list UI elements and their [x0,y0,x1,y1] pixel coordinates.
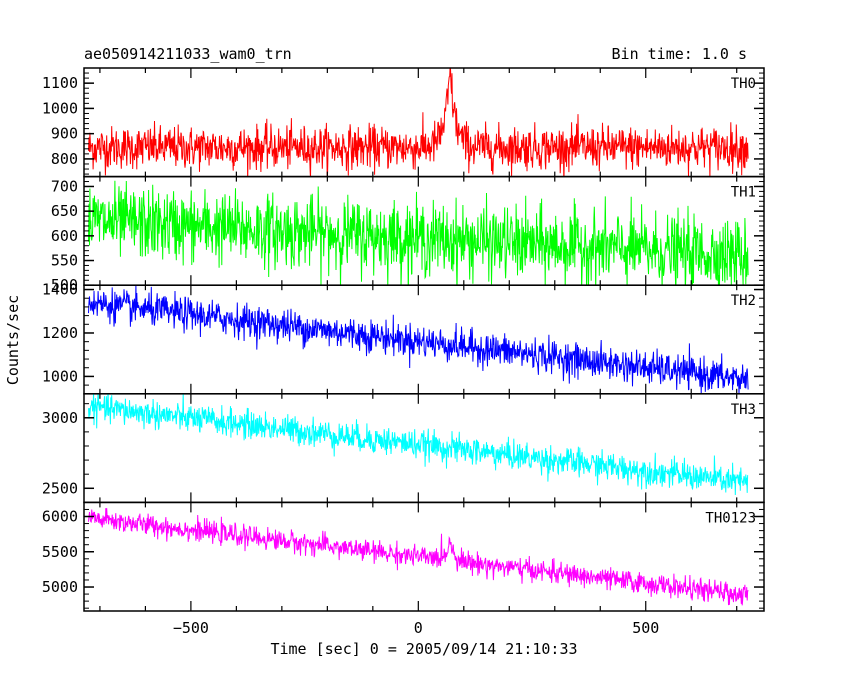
y-tick-label: 2500 [42,479,78,497]
y-tick-label: 600 [51,227,78,245]
y-tick-label: 1000 [42,99,78,117]
y-tick-label: 1200 [42,324,78,342]
y-tick-label: 3000 [42,409,78,427]
panel-th1: 500 550 600 650 700 TH1 [51,175,765,294]
y-tick-label: 1100 [42,74,78,92]
chart-title: ae050914211033_wam0_trn [84,45,292,63]
y-tick-label: 500 [51,276,78,294]
y-tick-label: 800 [51,150,78,168]
series-line-th1 [88,180,749,286]
x-tick-label: 500 [632,619,659,637]
panel-frame [83,501,765,612]
panel-th2: 1000 1200 1400 TH2 [42,281,765,395]
panel-label: TH0123 [705,510,756,526]
bin-time-label: Bin time: 1.0 s [612,45,747,63]
series-line-th0123 [88,508,749,606]
panel-th0123: 5000 5500 6000 TH0123 [42,501,765,612]
panel-th0: 800 900 1000 1100 TH0 [42,67,765,178]
y-tick-label: 900 [51,125,78,143]
y-tick-label: 5000 [42,578,78,596]
x-tick-label: −500 [173,619,209,637]
x-tick-label: 0 [414,619,423,637]
y-tick-label: 1400 [42,281,78,299]
series-line-th2 [88,285,749,394]
y-tick-label: 5500 [42,543,78,561]
y-tick-label: 550 [51,252,78,270]
y-tick-label: 700 [51,177,78,195]
series-line-th0 [88,68,749,177]
y-axis-title: Counts/sec [4,295,22,385]
panel-label: TH2 [731,293,756,309]
y-tick-label: 650 [51,202,78,220]
panel-th3: 2500 3000 TH3 [42,393,765,504]
y-tick-label: 1000 [42,367,78,385]
x-axis-title: Time [sec] 0 = 2005/09/14 21:10:33 [270,640,577,658]
panel-label: TH0 [731,76,756,92]
y-tick-label: 6000 [42,508,78,526]
panel-label: TH1 [731,185,756,201]
series-line-th3 [88,393,749,496]
panel-label: TH3 [731,402,756,418]
